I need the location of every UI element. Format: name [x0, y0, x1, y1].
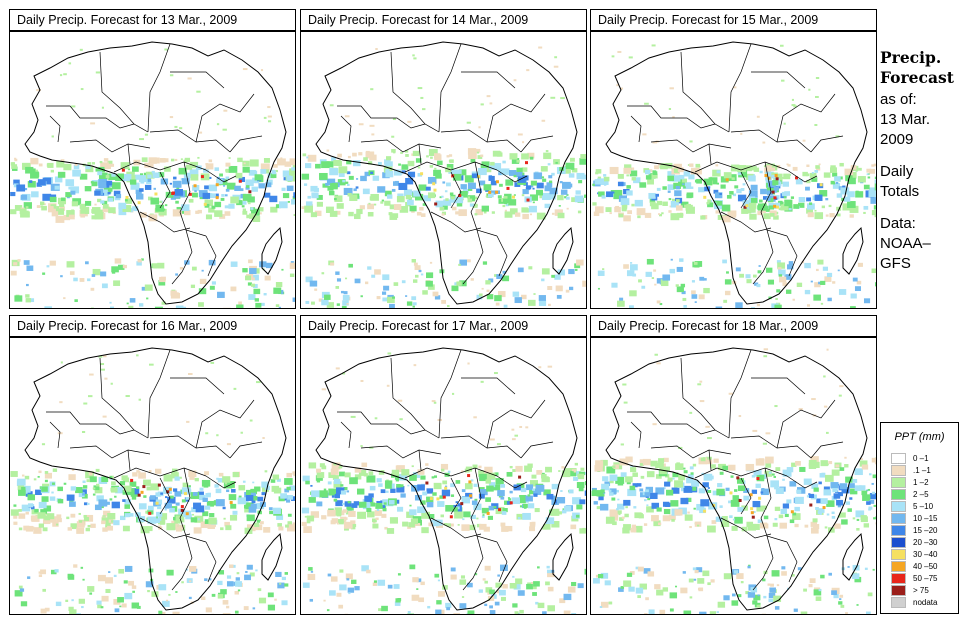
legend-item: 2 –5: [891, 489, 957, 500]
legend-label: 1 –2: [913, 478, 929, 487]
daily-line2: Totals: [880, 183, 920, 200]
daily-line1: Daily: [880, 163, 914, 180]
forecast-panel-16: Daily Precip. Forecast for 16 Mar., 2009: [9, 315, 296, 615]
legend-swatch: [891, 573, 906, 584]
precip-map: [590, 337, 877, 615]
side-info: Precip. Forecast as of: 13 Mar. 2009 Dai…: [880, 48, 965, 274]
precip-map: [300, 31, 587, 309]
legend-item: .1 –1: [891, 465, 957, 476]
panel-title: Daily Precip. Forecast for 13 Mar., 2009: [9, 9, 296, 31]
legend-item: 10 –15: [891, 513, 957, 524]
legend-swatch: [891, 465, 906, 476]
panel-title: Daily Precip. Forecast for 17 Mar., 2009: [300, 315, 587, 337]
legend-label: nodata: [913, 598, 938, 607]
legend-swatch: [891, 489, 906, 500]
precip-map: [9, 337, 296, 615]
legend-label: 10 –15: [913, 514, 938, 523]
legend-item: 40 –50: [891, 561, 957, 572]
legend-swatch: [891, 549, 906, 560]
asof-date-line1: 13 Mar.: [880, 111, 931, 128]
side-heading-line1: Precip.: [880, 48, 942, 67]
legend-swatch: [891, 477, 906, 488]
legend-swatch: [891, 513, 906, 524]
legend-label: > 75: [913, 586, 929, 595]
legend-swatch: [891, 585, 906, 596]
legend-swatch: [891, 597, 906, 608]
forecast-panel-13: Daily Precip. Forecast for 13 Mar., 2009: [9, 9, 296, 309]
forecast-panel-15: Daily Precip. Forecast for 15 Mar., 2009: [590, 9, 877, 309]
legend-item: 1 –2: [891, 477, 957, 488]
panel-title: Daily Precip. Forecast for 15 Mar., 2009: [590, 9, 877, 31]
legend-swatch: [891, 525, 906, 536]
legend-label: .1 –1: [913, 466, 931, 475]
legend-item: 0 –1: [891, 453, 957, 464]
data-line2: NOAA–: [880, 235, 931, 252]
legend-item: 15 –20: [891, 525, 957, 536]
legend-item: nodata: [891, 597, 957, 608]
legend-swatch: [891, 453, 906, 464]
legend-label: 30 –40: [913, 550, 938, 559]
legend-label: 2 –5: [913, 490, 929, 499]
forecast-panel-18: Daily Precip. Forecast for 18 Mar., 2009: [590, 315, 877, 615]
panel-title: Daily Precip. Forecast for 16 Mar., 2009: [9, 315, 296, 337]
precip-map: [590, 31, 877, 309]
asof-date-line2: 2009: [880, 131, 914, 148]
forecast-panel-17: Daily Precip. Forecast for 17 Mar., 2009: [300, 315, 587, 615]
side-heading-line2: Forecast: [880, 68, 954, 87]
legend-label: 50 –75: [913, 574, 938, 583]
legend-item: > 75: [891, 585, 957, 596]
legend-label: 5 –10: [913, 502, 934, 511]
legend-swatch: [891, 537, 906, 548]
legend-label: 40 –50: [913, 562, 938, 571]
precip-map: [9, 31, 296, 309]
precip-map: [300, 337, 587, 615]
asof-label: as of:: [880, 91, 917, 108]
legend-title: PPT (mm): [894, 431, 945, 443]
legend-item: 20 –30: [891, 537, 957, 548]
legend-item: 30 –40: [891, 549, 957, 560]
legend-item: 50 –75: [891, 573, 957, 584]
panel-title: Daily Precip. Forecast for 18 Mar., 2009: [590, 315, 877, 337]
legend-label: 15 –20: [913, 526, 938, 535]
forecast-panel-14: Daily Precip. Forecast for 14 Mar., 2009: [300, 9, 587, 309]
legend-item: 5 –10: [891, 501, 957, 512]
panel-title: Daily Precip. Forecast for 14 Mar., 2009: [300, 9, 587, 31]
data-line3: GFS: [880, 255, 911, 272]
legend-label: 20 –30: [913, 538, 938, 547]
legend-swatch: [891, 501, 906, 512]
legend-label: 0 –1: [913, 454, 929, 463]
precip-legend: PPT (mm) 0 –1 .1 –1 1 –2 2 –5 5 –10 10 –15 15 …: [880, 422, 959, 614]
legend-swatch: [891, 561, 906, 572]
data-line1: Data:: [880, 215, 916, 232]
